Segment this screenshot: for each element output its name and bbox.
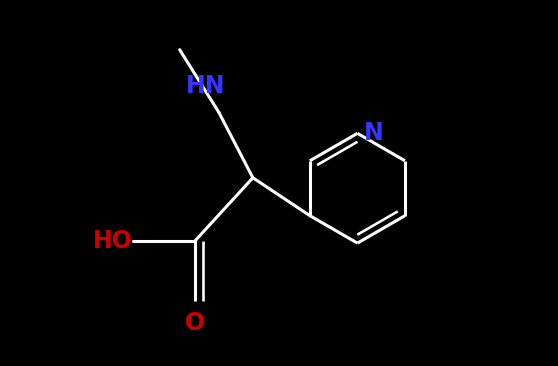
Text: HO: HO xyxy=(93,228,133,253)
Text: O: O xyxy=(185,311,205,335)
Text: HN: HN xyxy=(186,74,225,98)
Text: N: N xyxy=(364,121,383,145)
